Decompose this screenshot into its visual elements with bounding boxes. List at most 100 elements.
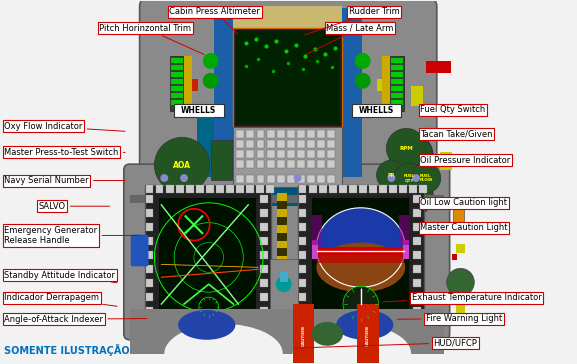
Bar [277,233,287,241]
Bar [277,150,284,158]
Bar [413,293,421,301]
Bar [456,304,466,314]
Bar [349,322,357,330]
Bar [277,209,287,217]
Bar [170,56,184,111]
Bar [379,322,387,330]
Text: SALVO: SALVO [39,202,110,211]
Bar [130,309,444,354]
Bar [145,209,153,217]
Bar [145,321,153,329]
Bar [411,86,423,106]
Text: Oil Low Caution light: Oil Low Caution light [420,198,507,207]
Bar [277,217,287,225]
FancyBboxPatch shape [140,0,437,208]
Bar [307,130,315,138]
Bar [234,188,342,206]
Bar [234,127,342,187]
Ellipse shape [336,310,394,340]
Bar [260,237,268,245]
Circle shape [411,163,441,193]
Bar [257,160,264,168]
Bar [312,240,319,260]
Bar [369,322,377,330]
Bar [287,130,295,138]
Circle shape [412,174,420,182]
Bar [267,175,275,183]
Bar [277,272,287,280]
Bar [216,185,224,193]
Bar [419,185,427,193]
Bar [237,160,244,168]
Bar [174,104,223,118]
Bar [184,56,192,111]
Bar [307,150,315,158]
Bar [389,322,397,330]
Bar [391,79,403,84]
Text: RPM: RPM [399,146,413,151]
Text: Mass / Late Arm: Mass / Late Arm [306,24,394,54]
Bar [307,175,315,183]
Bar [186,185,194,193]
Bar [391,58,403,63]
Bar [312,198,409,316]
Bar [391,65,403,70]
Bar [145,265,153,273]
Bar [352,104,401,118]
Bar [287,150,295,158]
Bar [171,65,183,70]
Bar [206,322,213,330]
Bar [389,185,397,193]
Bar [277,160,284,168]
Bar [277,201,287,209]
Bar [293,304,314,364]
Bar [399,322,407,330]
Bar [266,185,274,193]
Text: HUD/UFCP: HUD/UFCP [295,338,477,348]
Bar [426,61,451,73]
Bar [329,185,336,193]
Bar [413,265,421,273]
Circle shape [343,286,379,322]
Bar [297,140,305,148]
Bar [339,322,347,330]
Bar [287,140,295,148]
Bar [236,185,243,193]
Bar [399,215,409,245]
Bar [317,140,325,148]
Bar [298,293,306,301]
Circle shape [387,174,395,182]
Text: Standby Attitude Indicator: Standby Attitude Indicator [4,271,117,283]
Bar [236,322,243,330]
Bar [159,198,256,316]
Circle shape [447,268,474,296]
Ellipse shape [178,310,235,340]
Circle shape [203,73,219,89]
Bar [246,130,254,138]
Bar [452,299,456,305]
Bar [298,223,306,231]
Circle shape [355,53,370,69]
Bar [145,195,153,203]
Bar [298,321,306,329]
Text: AOA: AOA [173,161,191,170]
Bar [329,322,336,330]
Bar [327,160,335,168]
Bar [297,150,305,158]
Bar [260,251,268,259]
Circle shape [355,73,370,89]
Bar [234,28,342,127]
Text: CAUTION: CAUTION [302,325,305,346]
Bar [246,322,254,330]
Circle shape [294,174,302,182]
Bar [277,140,284,148]
Bar [145,223,153,231]
Bar [298,265,306,273]
Bar [327,150,335,158]
Bar [277,175,284,183]
Bar [246,150,254,158]
Bar [287,160,295,168]
Text: WHELLS: WHELLS [181,106,216,115]
Bar [307,140,315,148]
Bar [145,185,271,329]
